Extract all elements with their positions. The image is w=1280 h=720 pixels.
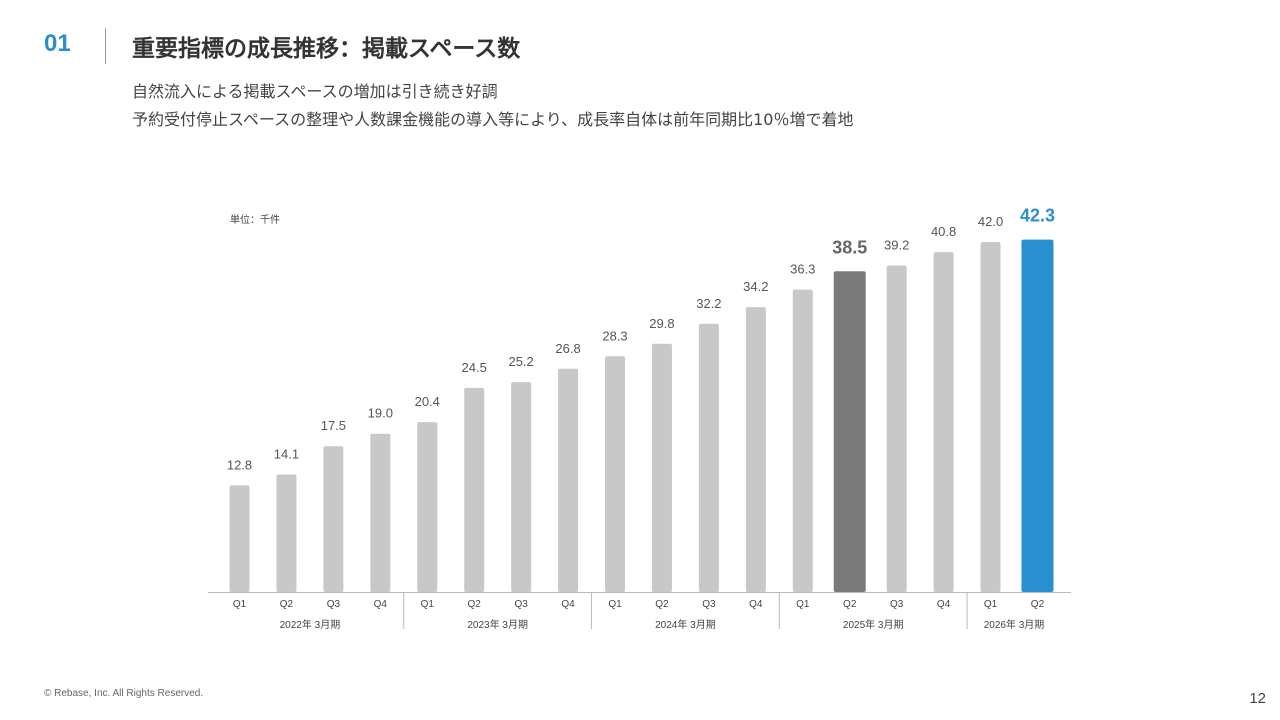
value-label-14: 38.5 [832, 237, 867, 257]
bar-8 [558, 368, 579, 592]
x-tick-label-3: Q3 [327, 599, 341, 610]
x-tick-label-7: Q3 [514, 599, 528, 610]
value-label-8: 26.8 [555, 341, 580, 356]
bar-16 [933, 252, 954, 593]
bar-9 [605, 356, 626, 592]
bar-12 [745, 307, 766, 592]
unit-label: 単位：千件 [230, 213, 280, 226]
copyright: © Rebase, Inc. All Rights Reserved. [44, 688, 204, 699]
bar-17 [980, 242, 1001, 592]
title-divider [105, 28, 106, 64]
x-tick-label-11: Q3 [702, 599, 716, 610]
x-tick-label-1: Q1 [233, 599, 247, 610]
value-label-1: 12.8 [227, 457, 252, 472]
x-tick-label-8: Q4 [561, 599, 575, 610]
subtitle-line-2: 予約受付停止スペースの整理や人数課金機能の導入等により、成長率自体は前年同期比1… [132, 110, 854, 129]
page-number: 12 [1249, 690, 1266, 707]
bar-18 [1021, 239, 1054, 593]
value-label-10: 29.8 [649, 316, 674, 331]
value-label-15: 39.2 [884, 237, 909, 252]
value-label-4: 19.0 [368, 406, 393, 421]
value-label-6: 24.5 [462, 360, 487, 375]
x-tick-label-12: Q4 [749, 599, 763, 610]
section-number: 01 [44, 30, 71, 57]
value-label-11: 32.2 [696, 296, 721, 311]
page-title: 重要指標の成長推移：掲載スペース数 [132, 36, 521, 62]
value-label-2: 14.1 [274, 447, 299, 462]
bar-5 [417, 422, 438, 592]
x-tick-label-9: Q1 [608, 599, 622, 610]
bar-13 [792, 289, 813, 592]
x-tick-label-17: Q1 [984, 599, 998, 610]
value-label-5: 20.4 [415, 394, 440, 409]
bar-10 [651, 343, 672, 592]
bar-3 [323, 446, 344, 592]
value-label-12: 34.2 [743, 279, 768, 294]
x-tick-label-2: Q2 [280, 599, 294, 610]
group-label-3: 2024年 3月期 [655, 618, 716, 631]
bar-6 [464, 387, 485, 592]
x-tick-label-14: Q2 [843, 599, 857, 610]
bar-11 [698, 323, 719, 592]
bars-layer: 単位：千件 12.8 Q1 14.1 Q2 17.5 Q3 19.0 Q4 20.4 Q1 24.5 Q… [208, 206, 1071, 631]
group-label-4: 2025年 3月期 [843, 618, 904, 631]
group-label-5: 2026年 3月期 [984, 618, 1045, 631]
x-tick-label-10: Q2 [655, 599, 669, 610]
bar-1 [229, 485, 250, 592]
group-label-1: 2022年 3月期 [280, 618, 341, 631]
value-label-18: 42.3 [1020, 206, 1055, 226]
x-tick-label-5: Q1 [421, 599, 435, 610]
bar-14 [833, 271, 866, 592]
x-tick-label-15: Q3 [890, 599, 904, 610]
subtitle-line-1: 自然流入による掲載スペースの増加は引き続き好調 [132, 82, 498, 101]
bar-4 [370, 433, 391, 592]
x-tick-label-13: Q1 [796, 599, 810, 610]
value-label-13: 36.3 [790, 262, 815, 277]
bar-15 [886, 265, 907, 592]
value-label-16: 40.8 [931, 224, 956, 239]
bar-7 [511, 382, 532, 592]
bar-2 [276, 474, 297, 592]
x-tick-label-18: Q2 [1031, 599, 1045, 610]
x-tick-label-4: Q4 [374, 599, 388, 610]
value-label-3: 17.5 [321, 418, 346, 433]
x-tick-label-16: Q4 [937, 599, 951, 610]
value-label-7: 25.2 [508, 354, 533, 369]
x-tick-label-6: Q2 [468, 599, 482, 610]
value-label-9: 28.3 [602, 328, 627, 343]
value-label-17: 42.0 [978, 214, 1003, 229]
group-label-2: 2023年 3月期 [467, 618, 528, 631]
